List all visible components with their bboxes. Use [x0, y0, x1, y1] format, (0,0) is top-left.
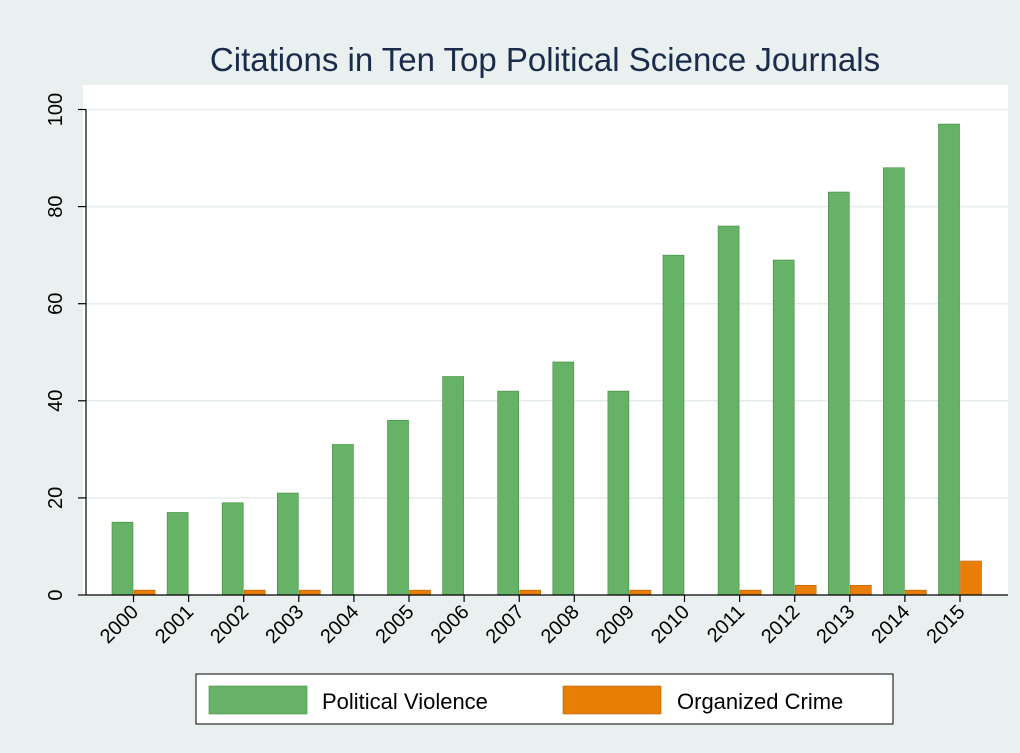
bar-organized-crime-2014: [905, 589, 927, 596]
bar-political-violence-2013: [827, 191, 850, 596]
bar-organized-crime-2009: [629, 589, 652, 596]
bar-political-violence-2002: [221, 502, 244, 596]
bar-organized-crime-2015: [960, 560, 982, 596]
y-tick-label-100: 100: [45, 93, 67, 126]
y-tick-label-0: 0: [45, 589, 67, 600]
bar-organized-crime-2005: [409, 589, 431, 596]
chart-title: Citations in Ten Top Political Science J…: [210, 41, 880, 78]
bar-political-violence-2012: [772, 259, 795, 596]
bar-political-violence-2009: [607, 390, 630, 596]
bar-organized-crime-2011: [739, 589, 762, 596]
legend: Political Violence Organized Crime: [195, 673, 894, 725]
bar-political-violence-2007: [497, 390, 520, 596]
bar-organized-crime-2007: [519, 589, 542, 596]
bar-organized-crime-2003: [298, 589, 321, 596]
bar-organized-crime-2013: [849, 584, 872, 596]
bar-political-violence-2006: [442, 376, 464, 596]
bars: [111, 123, 982, 596]
legend-label-political-violence: Political Violence: [322, 689, 488, 714]
bar-political-violence-2001: [166, 512, 189, 596]
legend-swatch-political-violence: [208, 685, 308, 715]
legend-label-organized-crime: Organized Crime: [677, 689, 843, 714]
bar-organized-crime-2000: [133, 589, 156, 596]
bar-political-violence-2011: [717, 225, 740, 596]
bar-political-violence-2014: [883, 167, 905, 596]
grid-lines: [86, 108, 1008, 499]
bar-political-violence-2003: [276, 492, 299, 596]
plot-area: [83, 85, 1008, 595]
bar-political-violence-2015: [938, 123, 960, 596]
bar-political-violence-2004: [332, 444, 354, 596]
y-tick-label-80: 80: [45, 195, 67, 217]
bar-organized-crime-2002: [243, 589, 266, 596]
bar-organized-crime-2012: [794, 584, 817, 596]
bar-political-violence-2008: [552, 361, 575, 596]
y-tick-label-60: 60: [45, 293, 67, 315]
bar-political-violence-2000: [111, 521, 134, 596]
y-tick-label-40: 40: [45, 390, 67, 412]
bar-political-violence-2010: [662, 254, 685, 596]
bar-political-violence-2005: [387, 419, 409, 596]
legend-box: [195, 673, 894, 725]
y-tick-label-20: 20: [45, 487, 67, 509]
legend-swatch-organized-crime: [562, 685, 662, 715]
